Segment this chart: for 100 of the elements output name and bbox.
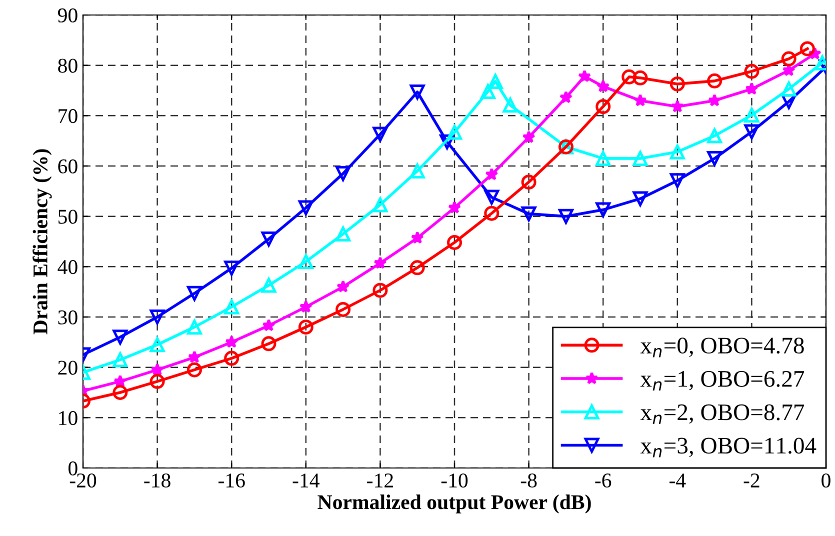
point — [225, 335, 238, 348]
point — [262, 318, 276, 332]
x-tick-label: 0 — [822, 473, 830, 488]
y-tick-label: 20 — [58, 360, 78, 375]
point — [298, 320, 314, 335]
point — [521, 206, 536, 222]
point — [522, 130, 536, 144]
x-tick-label: -16 — [218, 474, 245, 488]
x-tick-label: -14 — [292, 474, 320, 488]
point — [578, 70, 592, 82]
point — [707, 150, 722, 166]
point — [744, 108, 760, 123]
point — [744, 64, 760, 79]
point — [150, 374, 165, 389]
point — [596, 99, 611, 114]
point — [112, 330, 128, 345]
y-tick-label: 60 — [58, 159, 78, 174]
y-tick-label: 70 — [58, 109, 78, 124]
point — [448, 200, 462, 214]
point — [502, 98, 518, 113]
y-tick-label: 30 — [58, 310, 78, 324]
point — [521, 174, 536, 190]
point — [781, 51, 796, 66]
point — [224, 299, 240, 314]
point — [372, 197, 388, 212]
point — [261, 336, 276, 352]
point — [112, 385, 128, 400]
point — [336, 226, 351, 242]
y-tick-label: 50 — [58, 210, 78, 224]
x-tick-label: -6 — [595, 474, 612, 488]
point — [485, 168, 498, 180]
point — [261, 231, 276, 246]
x-tick-label: -2 — [744, 474, 760, 488]
point — [224, 260, 240, 276]
point — [150, 363, 164, 376]
point — [632, 70, 648, 86]
point — [745, 82, 758, 95]
point — [670, 173, 685, 188]
point — [484, 206, 500, 221]
point — [781, 81, 796, 96]
point — [299, 300, 312, 313]
point — [298, 254, 314, 270]
y-axis-title: Drain Efficiency (%) — [32, 149, 52, 334]
point — [336, 166, 351, 182]
x-tick-label: -12 — [367, 474, 393, 488]
point — [744, 124, 760, 140]
point — [632, 150, 648, 166]
point — [188, 350, 201, 364]
legend-label: x$_{n}$=3, OBO=11.04 — [640, 438, 816, 458]
point — [488, 74, 503, 89]
point — [632, 191, 648, 206]
legend-label: x$_{n}$=2, OBO=8.77 — [640, 404, 804, 424]
point — [336, 280, 350, 293]
point — [670, 76, 685, 92]
point — [298, 200, 314, 216]
x-tick-label: -10 — [441, 473, 468, 488]
y-tick-label: 0 — [68, 461, 78, 476]
point — [708, 94, 722, 106]
point — [112, 352, 128, 368]
point — [186, 362, 202, 378]
point — [447, 235, 462, 250]
x-tick-label: -20 — [70, 473, 96, 488]
point — [224, 350, 240, 366]
legend-label: x$_{n}$=0, OBO=4.78 — [640, 338, 804, 358]
point — [800, 41, 815, 56]
y-tick-label: 40 — [58, 260, 78, 274]
legend-label: x$_{n}$=1, OBO=6.27 — [640, 370, 804, 390]
point — [480, 84, 496, 100]
point — [261, 278, 276, 293]
x-tick-label: -4 — [670, 474, 686, 488]
x-axis-title: Normalized output Power (dB) — [318, 494, 591, 514]
y-tick-label: 80 — [58, 58, 78, 73]
point — [670, 144, 685, 160]
point — [410, 260, 425, 276]
point — [596, 80, 610, 92]
point — [186, 286, 202, 301]
point — [596, 150, 611, 166]
x-tick-label: -18 — [144, 473, 170, 488]
point — [150, 337, 165, 352]
point — [410, 84, 425, 100]
point — [150, 310, 165, 324]
point — [336, 302, 351, 317]
point — [410, 231, 424, 244]
point — [558, 208, 574, 224]
point — [707, 128, 722, 144]
y-tick-label: 90 — [58, 8, 78, 22]
point — [410, 164, 425, 179]
point — [622, 69, 637, 84]
point — [374, 256, 387, 269]
point — [634, 94, 647, 106]
point — [707, 73, 722, 88]
x-tick-label: -8 — [520, 473, 537, 488]
y-tick-label: 10 — [59, 411, 78, 426]
point — [372, 126, 388, 142]
point — [484, 190, 500, 205]
point — [186, 320, 202, 335]
point — [670, 100, 684, 112]
point — [559, 90, 572, 104]
point — [447, 124, 462, 140]
point — [596, 202, 611, 218]
